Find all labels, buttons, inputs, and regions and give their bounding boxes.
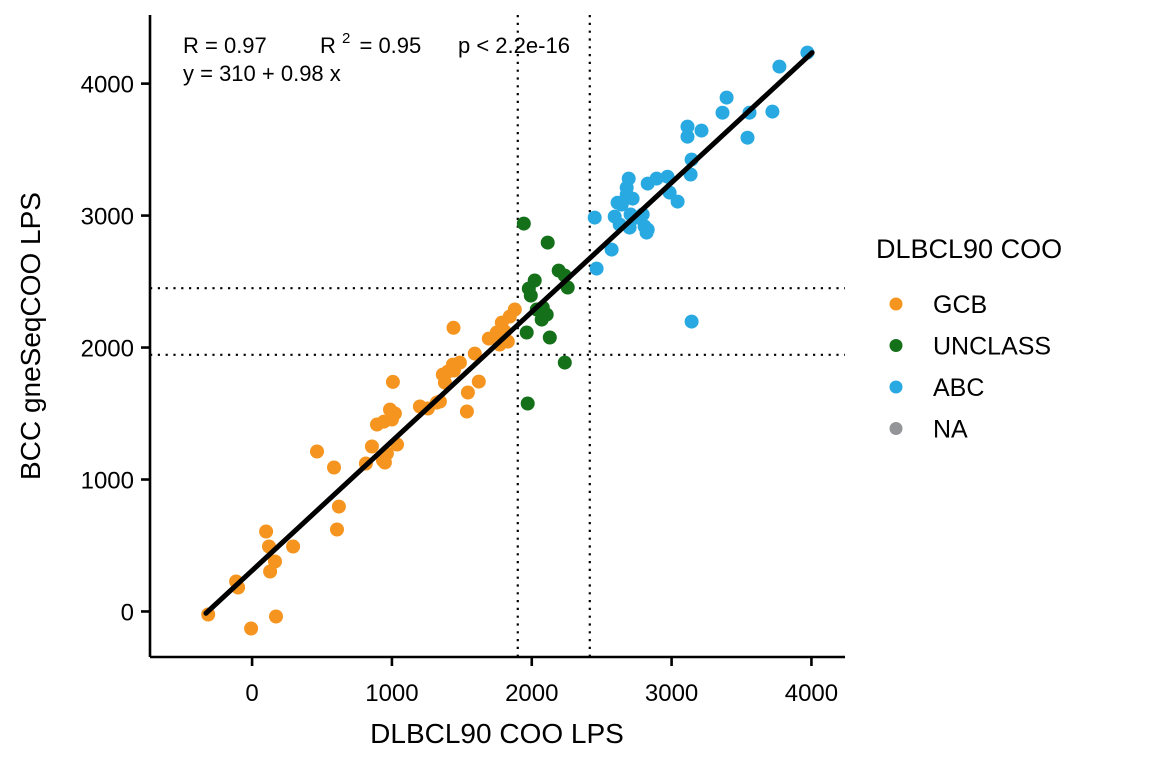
point-gcb	[259, 524, 274, 539]
point-gcb	[286, 539, 301, 554]
point-abc	[604, 242, 619, 257]
y-tick-label: 3000	[81, 204, 134, 231]
point-gcb	[331, 499, 346, 514]
x-tick-label: 2000	[505, 680, 558, 707]
legend-item-unclass: UNCLASS	[889, 333, 1051, 361]
point-gcb	[446, 320, 461, 335]
legend-key-unclass	[889, 339, 903, 352]
point-abc	[639, 225, 654, 240]
point-abc	[680, 119, 695, 134]
x-axis: 0 1000 2000 3000 4000	[150, 655, 845, 707]
point-gcb	[330, 522, 344, 537]
point-gcb	[467, 346, 482, 361]
stats-annotation: R = 0.97 R 2 = 0.95 p < 2.2e-16 y = 310 …	[183, 23, 570, 86]
legend-label: GCB	[933, 291, 987, 319]
legend-item-abc: ABC	[889, 374, 984, 402]
x-tick-label: 0	[245, 680, 258, 707]
point-abc	[589, 261, 604, 276]
point-unclass	[519, 325, 534, 340]
y-tick-label: 4000	[81, 72, 134, 99]
y-tick-label: 2000	[81, 336, 134, 363]
legend: DLBCL90 COO GCB UNCLASS ABC NA	[876, 234, 1062, 444]
legend-item-na: NA	[889, 416, 968, 444]
point-gcb	[459, 404, 474, 419]
point-abc	[649, 171, 664, 186]
regression-line	[203, 50, 815, 616]
point-unclass	[557, 355, 572, 370]
point-abc	[621, 171, 636, 186]
legend-item-gcb: GCB	[889, 291, 987, 319]
point-abc	[772, 59, 787, 74]
x-tick-label: 1000	[365, 680, 418, 707]
point-unclass	[523, 288, 538, 303]
x-ticks: 0 1000 2000 3000 4000	[245, 657, 838, 707]
point-unclass	[540, 235, 555, 250]
legend-items: GCB UNCLASS ABC NA	[889, 291, 1051, 444]
point-abc	[610, 195, 625, 210]
point-gcb	[387, 406, 402, 421]
equation-line: y = 310 + 0.98 x	[183, 61, 341, 86]
legend-label: NA	[933, 416, 968, 444]
y-tick-label: 1000	[81, 468, 134, 495]
point-abc	[680, 129, 695, 144]
x-tick-label: 4000	[785, 680, 838, 707]
point-gcb	[268, 554, 282, 569]
stats-line: R = 0.97 R 2 = 0.95 p < 2.2e-16	[183, 23, 570, 58]
y-axis-title: BCC gneSeqCOO LPS	[15, 192, 46, 480]
point-gcb	[460, 385, 475, 400]
point-gcb	[385, 374, 400, 389]
point-gcb	[310, 444, 324, 459]
point-gcb	[327, 460, 341, 475]
point-abc	[625, 191, 640, 206]
reference-lines	[150, 15, 845, 657]
legend-key-na	[889, 422, 903, 435]
point-abc	[694, 123, 709, 138]
legend-key-gcb	[889, 297, 903, 311]
x-tick-label: 3000	[645, 680, 698, 707]
point-gcb	[452, 355, 467, 370]
x-axis-title: DLBCL90 COO LPS	[370, 718, 624, 749]
point-gcb	[244, 621, 259, 636]
point-abc	[670, 194, 685, 209]
point-abc	[607, 209, 622, 224]
point-abc	[715, 105, 730, 120]
point-abc	[684, 314, 699, 329]
legend-label: ABC	[933, 374, 984, 402]
legend-label: UNCLASS	[933, 333, 1051, 361]
y-axis: 0 1000 2000 3000 4000	[81, 15, 152, 657]
point-abc	[719, 90, 734, 105]
point-unclass	[534, 312, 549, 327]
point-gcb	[507, 302, 522, 317]
point-unclass	[516, 216, 531, 231]
point-gcb	[471, 374, 486, 389]
point-unclass	[520, 396, 535, 411]
point-gcb	[269, 609, 283, 624]
legend-title: DLBCL90 COO	[876, 234, 1062, 264]
point-abc	[740, 130, 755, 145]
point-unclass	[542, 330, 557, 345]
y-tick-label: 0	[121, 599, 134, 626]
y-ticks: 0 1000 2000 3000 4000	[81, 72, 150, 626]
point-gcb	[364, 439, 379, 454]
legend-key-abc	[889, 380, 903, 394]
point-abc	[765, 104, 780, 119]
data-points	[201, 45, 815, 636]
point-abc	[587, 210, 602, 225]
